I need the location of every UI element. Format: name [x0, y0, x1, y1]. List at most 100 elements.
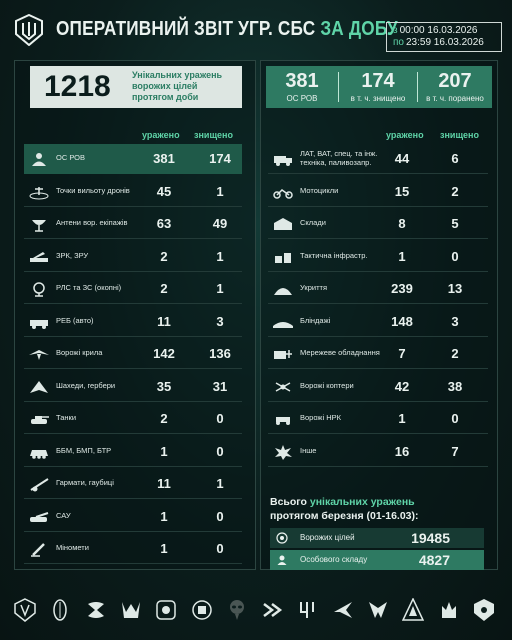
hit-value: 8: [398, 216, 406, 231]
spg-icon: [30, 511, 49, 522]
month-personnel-value: 4827: [418, 552, 450, 568]
truck-icon: [274, 156, 292, 166]
row-label: Танки: [56, 413, 77, 422]
table-row: ЗРК, ЗРУ 2 1: [24, 242, 242, 272]
dugout-icon: [273, 321, 293, 328]
row-label: Мережеве обладнання: [300, 348, 380, 357]
explosion-icon: [275, 444, 292, 460]
divider: [338, 72, 339, 102]
warehouse-icon: [274, 218, 292, 230]
destroyed-value: 0: [451, 411, 459, 426]
unit-emblem-8-icon: [263, 603, 283, 617]
date-from-prefix: з: [393, 25, 398, 36]
destroyed-value: 6: [451, 151, 459, 166]
hit-value: 35: [156, 378, 172, 394]
personnel-icon: [277, 555, 287, 565]
month-title-period: протягом березня (01-16.03):: [270, 510, 419, 522]
destroyed-value: 1: [216, 476, 224, 491]
row-label: ББМ, БМП, БТР: [56, 445, 112, 455]
row-label: РЛС та ЗС (окопні): [56, 283, 122, 292]
unique-hits-box: 1218 Унікальних уражень ворожих цілей пр…: [30, 66, 242, 108]
table-row: Міномети 1 0: [24, 534, 242, 564]
unit-emblem-9-icon: [300, 602, 315, 618]
table-row: РЕБ (авто) 11 3: [24, 307, 242, 337]
row-label: Склади: [300, 218, 326, 227]
destroyed-value: 0: [216, 411, 224, 426]
month-summary-title: Всього унікальних уражень протягом берез…: [270, 495, 419, 523]
column-header-hit: уражено: [142, 130, 180, 140]
destroyed-value: 1: [216, 248, 224, 264]
table-row: ОС РОВ 381 174: [24, 144, 242, 174]
howitzer-icon: [30, 478, 49, 492]
unique-hits-label: Унікальних уражень ворожих цілей протяго…: [132, 70, 222, 103]
personnel-value: 381: [285, 70, 319, 92]
mlrs-icon: [30, 251, 48, 262]
personnel-wounded: 207 в т. ч. поранено: [418, 66, 492, 108]
hit-value: 11: [157, 313, 171, 329]
row-label: Укриття: [300, 283, 328, 292]
hit-value: 381: [153, 151, 175, 166]
unit-emblem-10-icon: [333, 602, 352, 618]
destroyed-value: 1: [216, 281, 224, 296]
right-panel: [260, 60, 498, 570]
month-targets-value: 19485: [411, 530, 450, 546]
hit-value: 1: [160, 443, 168, 459]
shelter-icon: [274, 288, 292, 295]
date-to: 23:59 16.03.2026: [405, 37, 484, 48]
row-label: Антени вор. екіпажів: [56, 218, 128, 227]
radar-icon: [33, 282, 45, 297]
table-row: Точки вильоту дронів 45 1: [24, 177, 242, 207]
hit-value: 239: [391, 281, 413, 296]
unit-emblem-12-icon: [402, 598, 425, 621]
network-icon: [274, 350, 292, 359]
row-label: Ворожі крила: [56, 348, 103, 357]
unit-emblem-4-icon: [121, 602, 140, 618]
unit-emblem-3-icon: [87, 602, 104, 618]
month-personnel-label: Особового складу: [300, 555, 368, 564]
unique-hits-value: 1218: [44, 70, 111, 103]
hit-value: 45: [156, 183, 172, 199]
infrastructure-icon: [275, 252, 291, 263]
month-targets-label: Ворожих цілей: [300, 533, 355, 542]
row-label: ОС РОВ: [56, 153, 86, 162]
unit-emblem-13-icon: [441, 602, 456, 618]
destroyed-value: 0: [451, 248, 459, 264]
row-label: Гармати, гаубиці: [56, 478, 114, 487]
unique-hits-label-line: Унікальних уражень: [132, 70, 223, 80]
destroyed-value: 31: [212, 378, 228, 394]
personnel-total: 381 ОС РОВ: [266, 66, 338, 108]
table-row: ЛАТ, ВАТ, спец. та інж. техніка, паливоз…: [268, 144, 488, 174]
drone-launch-point-icon: [29, 186, 49, 199]
table-row: Антени вор. екіпажів 63 49: [24, 209, 242, 239]
unique-hits-label-line: протягом доби: [132, 92, 199, 102]
date-from: 00:00 16.03.2026: [399, 25, 478, 36]
table-row: Гармати, гаубиці 11 1: [24, 469, 242, 499]
personnel-killed: 174 в т. ч. знищено: [339, 66, 417, 108]
row-label: Тактична інфрастр.: [300, 250, 368, 260]
title-accent: ЗА ДОБУ: [320, 18, 398, 40]
hit-value: 1: [398, 411, 406, 426]
column-header-destroyed: знищено: [440, 130, 479, 140]
page-title: ОПЕРАТИВНИЙ ЗВІТ УГР. СБС ЗА ДОБУ: [56, 18, 398, 41]
shahed-icon: [30, 380, 48, 393]
destroyed-value: 0: [216, 508, 224, 524]
hit-value: 148: [391, 313, 413, 329]
destroyed-value: 2: [451, 346, 459, 361]
destroyed-value: 3: [451, 313, 459, 329]
table-row: Мотоцикли 15 2: [268, 177, 488, 207]
unit-emblem-11-icon: [369, 602, 387, 618]
hit-value: 44: [394, 151, 410, 166]
table-row: Склади 8 5: [268, 209, 488, 239]
row-label: ЗРК, ЗРУ: [56, 250, 89, 260]
hit-value: 7: [398, 346, 406, 361]
target-icon: [276, 532, 288, 544]
hit-value: 2: [160, 281, 168, 296]
hit-value: 1: [398, 248, 406, 264]
quadcopter-icon: [275, 381, 291, 392]
unit-emblem-14-icon: [473, 599, 494, 621]
ugv-icon: [276, 417, 290, 425]
row-label: Ворожі коптери: [300, 380, 354, 390]
unit-emblem-1-icon: [14, 598, 36, 622]
killed-value: 174: [361, 70, 395, 92]
table-row: Бліндажі 148 3: [268, 307, 488, 337]
